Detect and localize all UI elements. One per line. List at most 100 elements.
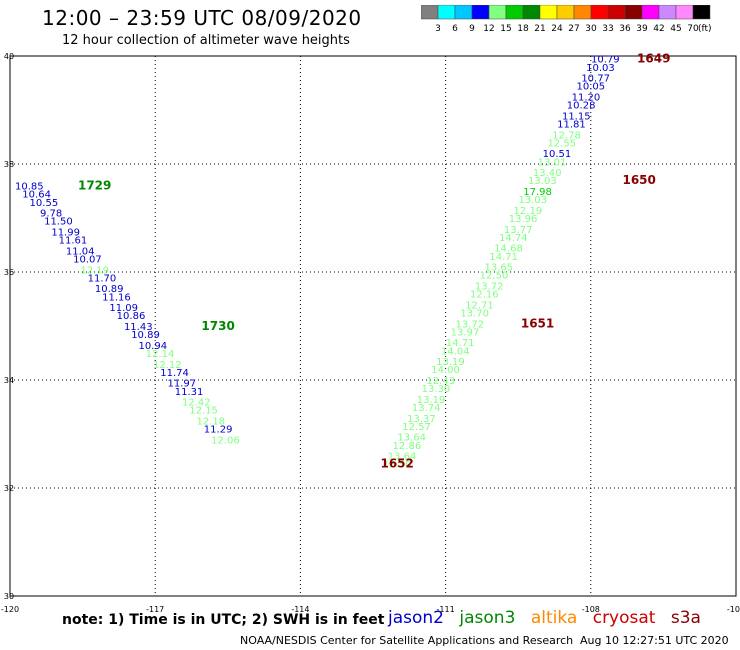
data-point-label: 11.70 <box>88 273 117 284</box>
data-point-label: 11.15 <box>562 111 591 122</box>
y-tick-label: 32 <box>4 484 14 493</box>
data-point-label: 10.89 <box>95 284 124 295</box>
colorbar-tick-label: 70 <box>687 24 699 34</box>
data-point-label: 13.70 <box>460 309 489 320</box>
data-point-label: 12.18 <box>197 417 226 428</box>
data-point-label: 12.57 <box>402 422 431 433</box>
colorbar-tick-label: 18 <box>517 24 529 34</box>
pass-time-label: 1730 <box>201 319 234 333</box>
data-point-label: 14.00 <box>431 365 460 376</box>
colorbar-tick-label: 3 <box>435 24 441 34</box>
colorbar-tick-label: 15 <box>500 24 511 34</box>
chart-title: 12:00 – 23:59 UTC 08/09/2020 <box>42 6 362 30</box>
data-point-label: 13.77 <box>504 225 533 236</box>
colorbar-tick-label: 45 <box>670 24 681 34</box>
data-point-label: 10.55 <box>30 198 59 209</box>
data-point-label: 14.04 <box>441 346 470 357</box>
x-tick-label: -111 <box>437 605 455 614</box>
data-point-label: 11.81 <box>557 120 586 131</box>
x-tick-label: -117 <box>146 605 164 614</box>
colorbar-tick-label: 12 <box>483 24 494 34</box>
data-point-label: 12.16 <box>470 290 499 301</box>
legend-altika: altika <box>530 608 578 628</box>
data-point-label: 10.89 <box>131 330 160 341</box>
colorbar-tick-label: 24 <box>551 24 563 34</box>
color-scale-legend: 3 6 9 12 15 18 21 24 27 30 33 36 39 42 45 70 (ft) <box>421 5 712 34</box>
data-point-label: 12.43 <box>426 376 455 387</box>
data-point-label: 11.50 <box>44 217 73 228</box>
legend-cryosat: cryosat <box>592 608 656 628</box>
data-point-label: 10.51 <box>543 149 572 160</box>
y-tick-label: 36 <box>4 268 14 277</box>
data-point-label: 12.71 <box>465 300 494 311</box>
data-point-label: 11.99 <box>51 228 80 239</box>
data-point-label: 11.04 <box>66 246 95 257</box>
pass-time-label: 1729 <box>78 179 111 193</box>
x-tick-label: -120 <box>1 605 19 614</box>
colorbar-tick-label: 36 <box>619 24 631 34</box>
y-tick-label: 34 <box>4 376 14 385</box>
plot-frame <box>9 55 737 597</box>
pass-time-label: 1651 <box>521 316 554 330</box>
data-point-label: 12.12 <box>153 360 182 371</box>
colorbar-tick-label: 9 <box>469 24 475 34</box>
data-point-label: 13.37 <box>407 414 436 425</box>
x-tick-label: -108 <box>582 605 600 614</box>
y-tick-label: 30 <box>4 592 14 601</box>
data-point-label: 12.15 <box>189 406 218 417</box>
data-point-label: 13.40 <box>533 168 562 179</box>
data-point-label: 13.30 <box>422 384 451 395</box>
data-point-label: 11.29 <box>204 425 233 436</box>
x-tick-label: -105 <box>727 605 740 614</box>
data-point-label: 11.61 <box>59 236 88 247</box>
footer-note: note: 1) Time is in UTC; 2) SWH is in fe… <box>62 612 385 628</box>
data-point-label: 11.97 <box>167 379 196 390</box>
data-point-label: 13.03 <box>518 195 547 206</box>
data-point-label: 13.74 <box>412 403 441 414</box>
data-point-label: 10.64 <box>22 190 51 201</box>
data-point-label: 13.19 <box>436 357 465 368</box>
data-point-label: 14.74 <box>499 233 528 244</box>
data-point-label: 9.78 <box>40 209 62 220</box>
credit-text: NOAA/NESDIS Center for Satellite Applica… <box>240 634 574 647</box>
data-point-label: 11.31 <box>175 387 204 398</box>
pass-time-label: 1650 <box>622 173 655 187</box>
colorbar-tick-label: 21 <box>534 24 545 34</box>
data-point-label: 10.77 <box>581 74 610 85</box>
data-point-label: 11.43 <box>124 322 153 333</box>
data-point-label: 12.19 <box>80 265 109 276</box>
data-point-label: 13.72 <box>475 282 504 293</box>
data-point-label: 13.65 <box>485 263 514 274</box>
colorbar-tick-label: 6 <box>452 24 458 34</box>
data-point-label: 11.09 <box>109 303 138 314</box>
colorbar-tick-label: 42 <box>653 24 664 34</box>
data-point-label: 17.98 <box>523 187 552 198</box>
wave-height-plot: -120 -117 -114 -111 -108 -105 30 32 34 36 38 40 10.8… <box>1 52 740 614</box>
colorbar-tick-label: 27 <box>568 24 579 34</box>
data-point-label: 13.01 <box>538 157 567 168</box>
y-tick-label: 38 <box>4 160 14 169</box>
satellite-legend: jason2 jason3 altika cryosat s3a <box>388 608 711 628</box>
data-point-label: 11.74 <box>160 368 189 379</box>
y-tick-label: 40 <box>4 52 14 61</box>
data-point-label: 14.71 <box>489 252 518 263</box>
data-point-label: 13.97 <box>451 327 480 338</box>
data-point-label: 11.16 <box>102 292 131 303</box>
colorbar-unit-label: (ft) <box>698 24 712 34</box>
data-point-label: 14.71 <box>446 338 475 349</box>
data-point-label: 13.03 <box>528 176 557 187</box>
pass-time-label: 1649 <box>637 52 670 66</box>
legend-jason2: jason2 <box>388 608 444 628</box>
data-point-label: 10.28 <box>567 101 596 112</box>
colorbar-swatch <box>692 5 711 20</box>
data-point-label: 13.72 <box>455 319 484 330</box>
data-point-label: 12.42 <box>182 398 211 409</box>
chart-subtitle: 12 hour collection of altimeter wave hei… <box>62 33 350 48</box>
data-point-label: 10.86 <box>117 311 146 322</box>
data-point-label: 13.64 <box>397 433 426 444</box>
data-point-label: 10.05 <box>576 82 605 93</box>
data-point-label: 11.20 <box>572 93 601 104</box>
legend-jason3: jason3 <box>459 608 516 628</box>
data-point-label: 12.06 <box>211 435 240 446</box>
data-point-label: 13.96 <box>509 214 538 225</box>
